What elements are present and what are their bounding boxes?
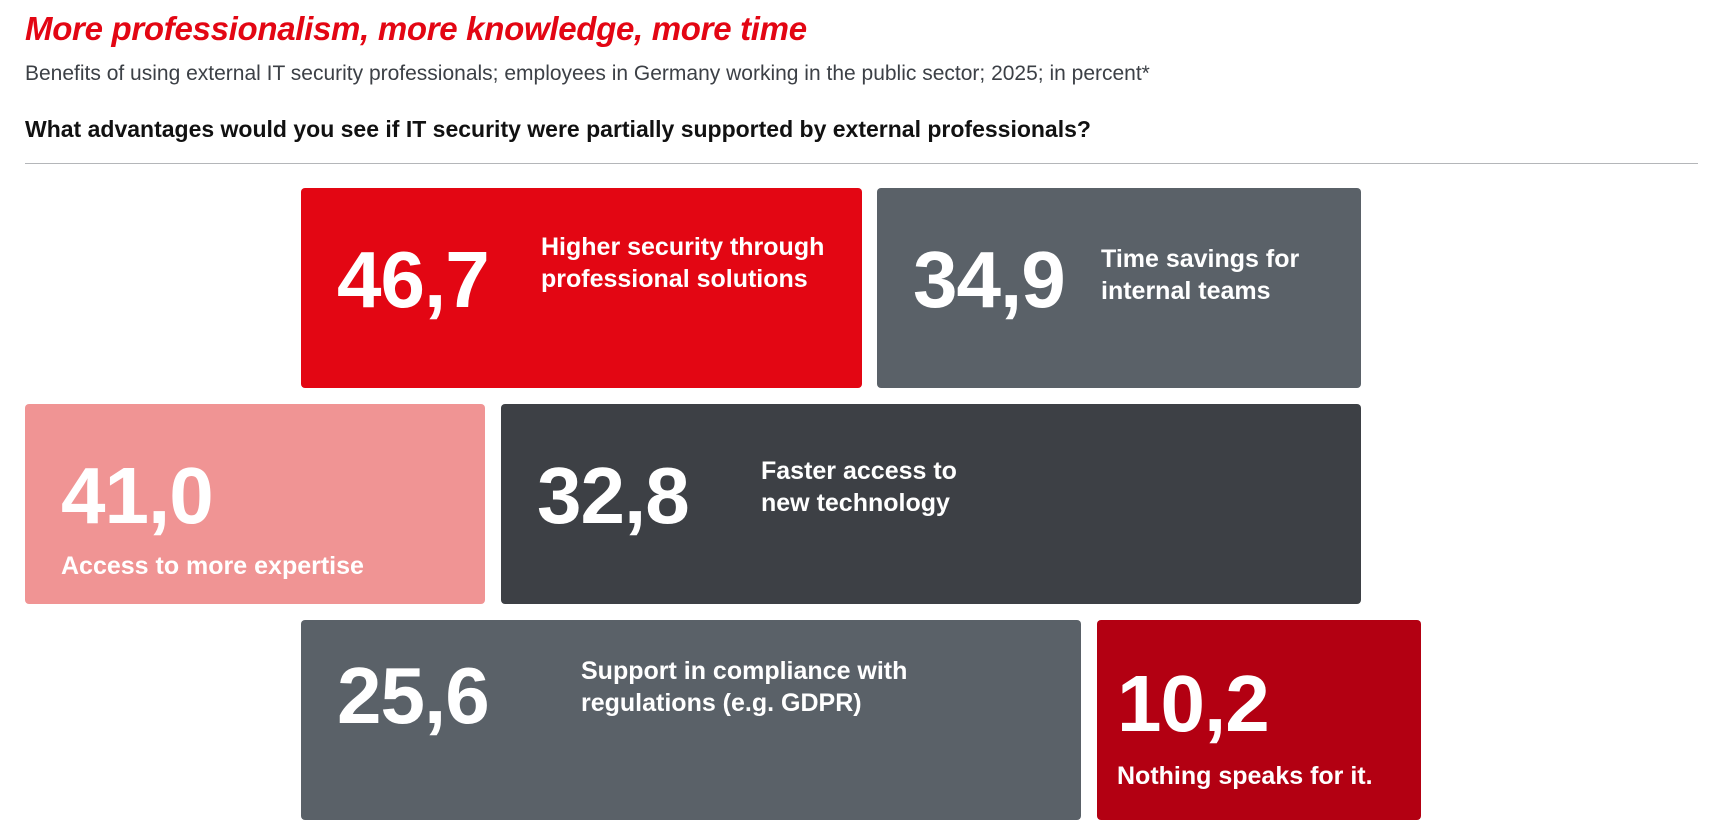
chart-title: More professionalism, more knowledge, mo…	[25, 10, 807, 47]
tile-6: 10,2 Nothing speaks for it.	[1097, 620, 1421, 820]
header-divider	[25, 163, 1698, 164]
tile-label: Faster access to new technology	[761, 457, 957, 517]
tile-value: 34,9	[913, 235, 1066, 324]
tile-2: 34,9 Time savings for internal teams	[877, 188, 1361, 388]
tile-4: 32,8 Faster access to new technology	[501, 404, 1361, 604]
tile-label: Support in compliance with regulations (…	[581, 657, 908, 717]
tile-label: Access to more expertise	[61, 552, 364, 580]
tile-label: Time savings for internal teams	[1101, 245, 1300, 305]
tile-1: 46,7 Higher security through professional…	[301, 188, 862, 388]
tile-value: 41,0	[61, 451, 214, 540]
tile-value: 32,8	[537, 451, 690, 540]
tile-3: 41,0 Access to more expertise	[25, 404, 485, 604]
tile-5: 25,6 Support in compliance with regulatio…	[301, 620, 1081, 820]
tile-value: 46,7	[337, 235, 490, 324]
chart-subtitle: Benefits of using external IT security p…	[25, 62, 1150, 85]
tile-label: Nothing speaks for it.	[1117, 762, 1373, 790]
tile-label: Higher security through professional sol…	[541, 233, 825, 293]
survey-question: What advantages would you see if IT secu…	[25, 116, 1091, 142]
tile-value: 25,6	[337, 651, 490, 740]
tile-value: 10,2	[1117, 659, 1270, 748]
